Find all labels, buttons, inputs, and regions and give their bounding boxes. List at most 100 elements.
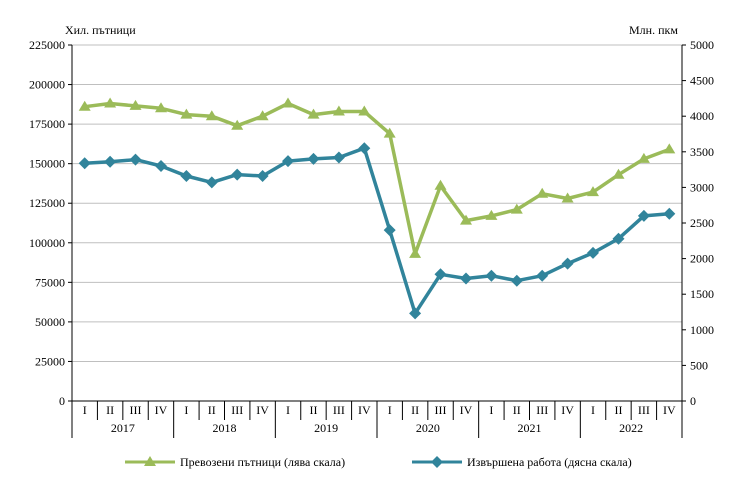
left-tick-label: 0 (59, 394, 65, 408)
work-point (561, 257, 574, 270)
year-label: 2021 (518, 421, 542, 435)
quarter-label: I (83, 403, 87, 417)
x-axis-ticks: I II III IV I II III IV I II III IV I II III IV I II III IV… (71, 401, 683, 438)
year-label: 2018 (213, 421, 237, 435)
left-axis-title: Хил. пътници (65, 23, 136, 37)
passengers-point (434, 179, 447, 190)
passengers-point (637, 152, 650, 163)
passengers-point (485, 209, 498, 220)
year-label: 2020 (416, 421, 440, 435)
passengers-point (205, 110, 218, 121)
right-tick-label: 2000 (690, 252, 714, 266)
quarter-label: II (309, 403, 317, 417)
work-point (332, 151, 345, 164)
series-line-1 (84, 101, 670, 256)
year-label: 2022 (619, 421, 643, 435)
left-axis-ticks: 0 25000 50000 75000 100000 125000 150000 175000… (29, 38, 72, 408)
passengers-point (536, 187, 549, 198)
right-tick-label: 2500 (690, 216, 714, 230)
right-tick-label: 4500 (690, 74, 714, 88)
quarter-label: II (411, 403, 419, 417)
left-tick-label: 75000 (35, 275, 65, 289)
left-tick-label: 200000 (29, 78, 65, 92)
right-tick-label: 1500 (690, 287, 714, 301)
passengers-point (155, 102, 167, 113)
passengers-point (612, 168, 625, 179)
work-point (510, 274, 523, 287)
work-point (78, 157, 91, 170)
legend-label-passengers: Превозени пътници (лява скала) (180, 455, 345, 469)
passengers-point (460, 214, 472, 225)
work-point (282, 155, 294, 168)
year-label: 2019 (314, 421, 338, 435)
work-point (409, 307, 422, 320)
passengers-point (383, 127, 396, 138)
left-tick-label: 225000 (29, 38, 65, 52)
right-tick-label: 5000 (690, 38, 714, 52)
work-point (434, 268, 447, 281)
work-point (155, 160, 167, 172)
quarter-label: II (614, 403, 622, 417)
quarter-label: IV (256, 403, 269, 417)
quarter-label: III (231, 403, 243, 417)
quarter-label: II (208, 403, 216, 417)
quarter-label: IV (358, 403, 371, 417)
right-tick-label: 0 (690, 394, 696, 408)
passengers-point (231, 119, 244, 130)
right-axis-title: Млн. пкм (629, 23, 678, 37)
quarter-label: IV (663, 403, 676, 417)
left-tick-label: 125000 (29, 196, 65, 210)
left-tick-label: 175000 (29, 117, 65, 131)
work-point (180, 170, 193, 182)
gridlines (72, 44, 682, 362)
right-axis-ticks: 0 500 1000 1500 2000 2500 3000 3500 4000 4500 5000 (682, 38, 714, 408)
work-point (205, 176, 218, 189)
quarter-label: IV (460, 403, 473, 417)
series-layer (78, 97, 676, 320)
legend: Превозени пътници (лява скала) Извършена… (125, 455, 632, 469)
work-point (536, 269, 549, 282)
passengers-point (510, 203, 523, 214)
work-point (358, 142, 371, 155)
work-point (104, 155, 117, 168)
work-point (637, 209, 650, 222)
work-point (307, 152, 320, 165)
quarter-label: I (591, 403, 595, 417)
legend-label-work: Извършена работа (дясна скала) (467, 455, 632, 469)
quarter-label: I (388, 403, 392, 417)
right-tick-label: 3000 (690, 180, 714, 194)
work-point (485, 269, 498, 282)
work-point (612, 232, 625, 245)
passengers-point (358, 105, 371, 116)
work-point (460, 272, 472, 285)
passengers-point (307, 108, 320, 119)
passengers-point (104, 97, 117, 108)
legend-marker-work (431, 456, 443, 468)
right-tick-label: 4000 (690, 109, 714, 123)
passengers-point (282, 97, 294, 108)
quarter-label: III (130, 403, 142, 417)
right-tick-label: 3500 (690, 145, 714, 159)
quarter-label: IV (155, 403, 168, 417)
year-label: 2017 (111, 421, 135, 435)
legend-marker-passengers (144, 456, 156, 466)
left-tick-label: 25000 (35, 354, 65, 368)
quarter-label: IV (561, 403, 574, 417)
quarter-label: I (184, 403, 188, 417)
left-tick-label: 50000 (35, 315, 65, 329)
passengers-point (78, 100, 91, 111)
work-point (383, 224, 396, 237)
quarter-label: I (489, 403, 493, 417)
quarter-label: III (333, 403, 345, 417)
work-point (256, 170, 269, 182)
right-tick-label: 1000 (690, 323, 714, 337)
quarter-label: III (536, 403, 548, 417)
quarter-label: II (106, 403, 114, 417)
passengers-point (129, 99, 142, 110)
quarter-label: III (638, 403, 650, 417)
passengers-point (180, 108, 193, 119)
series-line-2 (84, 146, 670, 316)
work-point (587, 246, 599, 259)
work-point (231, 168, 244, 181)
